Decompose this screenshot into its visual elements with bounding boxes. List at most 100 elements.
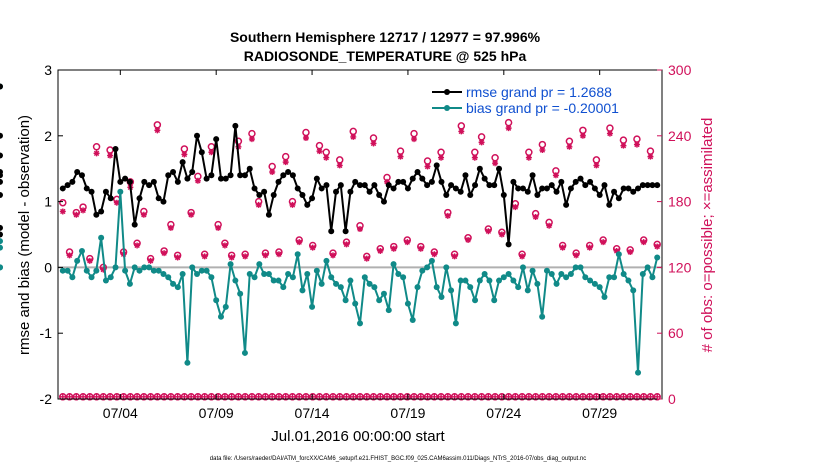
bias-point: [208, 274, 215, 281]
bias-point: [496, 277, 503, 284]
y-tick-label-right: 0: [668, 391, 676, 407]
bias-point: [323, 257, 330, 264]
bias-point: [265, 270, 272, 277]
bias-point: [88, 274, 95, 281]
bias-point: [141, 264, 148, 271]
rmse-point: [203, 175, 210, 182]
rmse-point: [615, 195, 622, 202]
bias-point: [486, 277, 493, 284]
obs-possible-marker: [646, 147, 655, 155]
rmse-point: [505, 241, 512, 248]
bias-point: [69, 274, 76, 281]
obs-assimilated-marker: [512, 204, 519, 211]
bias-point: [395, 270, 402, 277]
bias-point: [189, 264, 196, 271]
rmse-point: [342, 228, 349, 235]
obs-assimilated-marker: [370, 140, 377, 147]
bias-point: [251, 274, 258, 281]
obs-possible-marker: [59, 198, 67, 207]
rmse-point: [639, 182, 646, 189]
plot-frame: [57, 69, 663, 400]
obs-possible-marker: [565, 137, 574, 146]
bias-point: [587, 277, 594, 284]
rmse-point: [88, 188, 95, 195]
bias-point: [366, 280, 373, 287]
rmse-point: [448, 182, 455, 189]
rmse-point: [333, 188, 340, 195]
rmse-point: [649, 182, 656, 189]
obs-assimilated-marker: [100, 266, 107, 273]
obs-assimilated-marker: [397, 153, 404, 160]
obs-possible-marker: [525, 148, 533, 156]
obs-assimilated-marker: [201, 253, 208, 260]
bias-point: [601, 294, 608, 301]
rmse-point: [270, 192, 277, 199]
obs-assimilated-marker: [424, 163, 431, 170]
rmse-point: [93, 211, 100, 218]
bias-point: [476, 277, 483, 284]
obs-possible-marker: [423, 157, 432, 165]
rmse-point: [496, 165, 503, 172]
obs-assimilated-marker: [66, 252, 73, 259]
x-tick-label: 07/19: [390, 405, 425, 421]
obs-possible-marker: [477, 133, 486, 141]
obs-assimilated-marker: [188, 211, 195, 218]
obs-possible-marker: [207, 143, 216, 151]
rmse-point: [83, 185, 90, 192]
bias-point: [203, 267, 210, 274]
obs-assimilated-marker: [606, 130, 613, 137]
obs-assimilated-marker: [140, 211, 147, 218]
obs-assimilated-marker: [478, 139, 485, 146]
bias-point: [424, 264, 431, 271]
obs-assimilated-marker: [93, 150, 100, 157]
rmse-point: [409, 175, 416, 182]
rmse-point: [472, 182, 479, 189]
rmse-point: [424, 182, 431, 189]
rmse-point: [69, 178, 76, 185]
obs-assimilated-marker: [471, 154, 478, 161]
bias-point: [146, 264, 153, 271]
rmse-point: [102, 188, 109, 195]
bias-point: [400, 274, 407, 281]
rmse-point: [428, 178, 435, 185]
rmse-point: [285, 168, 292, 175]
rmse-point: [515, 185, 522, 192]
bias-point: [333, 280, 340, 287]
obs-possible-marker: [471, 148, 479, 156]
rmse-point: [98, 208, 105, 215]
rmse-point: [0, 231, 3, 238]
rmse-point: [232, 122, 239, 129]
bias-point: [462, 277, 469, 284]
rmse-point: [357, 182, 363, 189]
bias-point: [337, 284, 344, 291]
rmse-point: [467, 192, 474, 199]
bias-point: [198, 267, 205, 274]
rmse-point: [548, 182, 555, 189]
bias-point: [256, 261, 263, 268]
bias-point: [136, 267, 143, 274]
obs-assimilated-marker: [627, 249, 634, 256]
bias-point: [112, 264, 119, 271]
bias-point: [170, 280, 177, 287]
bias-point: [0, 244, 3, 251]
rmse-point: [141, 178, 148, 185]
obs-assimilated-marker: [579, 132, 586, 139]
bias-point: [165, 274, 172, 281]
obs-possible-marker: [281, 152, 290, 161]
rmse-point: [534, 192, 541, 199]
rmse-point: [155, 195, 162, 202]
x-axis-label: Jul.01,2016 00:00:00 start: [271, 428, 445, 445]
rmse-point: [543, 185, 550, 192]
rmse-point: [539, 185, 546, 192]
obs-possible-marker: [106, 146, 114, 154]
obs-assimilated-marker: [167, 224, 174, 231]
obs-assimilated-marker: [357, 226, 363, 233]
y-tick-label-right: 300: [668, 62, 692, 78]
obs-assimilated-marker: [336, 162, 343, 169]
obs-assimilated-marker: [525, 154, 532, 161]
obs-assimilated-marker: [363, 255, 370, 262]
obs-possible-marker: [538, 140, 547, 149]
y-tick-label-left: 1: [44, 194, 52, 210]
bias-point: [452, 320, 459, 327]
bias-point: [582, 274, 589, 281]
